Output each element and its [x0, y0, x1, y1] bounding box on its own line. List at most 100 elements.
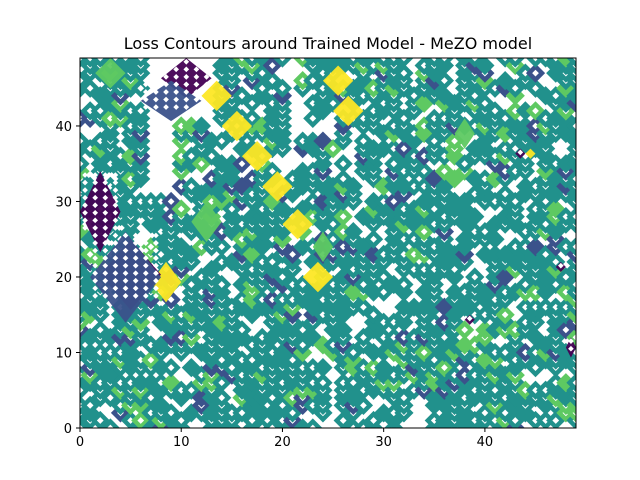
contour-hole-899 — [390, 122, 398, 130]
contour-hole-1431 — [572, 243, 576, 251]
contour-hole-1255 — [511, 198, 519, 205]
contour-region-4 — [221, 110, 253, 142]
contour-hole-238 — [147, 243, 155, 251]
contour-hole-1078 — [451, 266, 458, 273]
contour-hole-1336 — [542, 220, 549, 228]
region-hole — [153, 96, 159, 103]
contour-hole-387 — [218, 394, 226, 402]
region-hole — [173, 66, 179, 73]
region-hole — [82, 217, 88, 224]
contour-hole-1038 — [441, 334, 448, 341]
contour-hole-388 — [218, 379, 226, 387]
contour-hole-397 — [218, 281, 226, 288]
contour-hole-1273 — [522, 318, 529, 326]
contour-hole-248 — [157, 379, 165, 387]
contour-hole-340 — [198, 273, 205, 281]
region-hole — [142, 89, 149, 95]
region-hole — [102, 247, 109, 254]
contour-hole-569 — [268, 77, 276, 85]
contour-hole-931 — [400, 167, 408, 175]
contour-hole-222 — [137, 84, 145, 92]
region-hole — [183, 104, 190, 110]
region-hole — [112, 262, 119, 269]
region-hole — [203, 58, 210, 65]
contour-hole-845 — [370, 107, 377, 115]
region-hole — [102, 270, 109, 277]
contour-hole-977 — [420, 266, 428, 273]
region-hole — [112, 217, 119, 224]
region-hole — [193, 74, 200, 80]
region-hole — [193, 96, 200, 103]
contour-cell-16 — [80, 222, 90, 242]
contour-cell-1196 — [485, 229, 505, 249]
region-hole — [132, 270, 139, 277]
contour-hole-705 — [319, 84, 327, 92]
contour-hole-963 — [410, 92, 418, 100]
contour-hole-1012 — [430, 266, 438, 273]
region-hole — [183, 96, 190, 103]
contour-hole-1167 — [481, 175, 489, 183]
contour-hole-585 — [279, 273, 286, 281]
contour-cell-350 — [191, 116, 212, 136]
contour-hole-291 — [177, 311, 185, 319]
contour-hole-1269 — [522, 386, 529, 394]
contour-hole-263 — [167, 409, 175, 417]
contour-hole-455 — [238, 296, 246, 303]
contour-hole-1230 — [501, 145, 509, 152]
region-hole — [82, 225, 88, 231]
contour-hole-1217 — [501, 311, 509, 319]
region-hole — [82, 179, 88, 186]
contour-cell-1059 — [434, 58, 455, 68]
region-hole — [132, 262, 139, 269]
region-hole — [122, 293, 129, 299]
contour-hole-1320 — [532, 69, 539, 77]
region-hole — [112, 172, 119, 178]
contour-hole-855 — [380, 334, 388, 341]
contour-hole-1102 — [461, 288, 469, 296]
region-hole — [112, 255, 119, 261]
y-tick-label: 40 — [55, 120, 72, 135]
contour-hole-673 — [309, 77, 317, 85]
contour-hole-847 — [370, 84, 377, 92]
contour-hole-1052 — [441, 152, 448, 160]
contour-hole-1265 — [511, 58, 519, 62]
contour-hole-1244 — [511, 356, 519, 364]
contour-hole-1449 — [572, 58, 576, 62]
contour-hole-276 — [167, 258, 175, 266]
contour-hole-827 — [370, 311, 377, 319]
region-hole — [183, 74, 190, 80]
contour-hole-228 — [147, 394, 155, 402]
contour-region-8 — [150, 261, 182, 303]
contour-hole-93 — [96, 58, 104, 62]
contour-hole-940 — [400, 58, 408, 62]
contour-hole-655 — [309, 379, 317, 387]
contour-hole-1006 — [430, 318, 438, 326]
contour-hole-29 — [80, 77, 84, 85]
contour-hole-308 — [187, 386, 195, 394]
contour-hole-1251 — [511, 243, 519, 251]
contour-hole-986 — [420, 167, 428, 175]
contour-hole-969 — [420, 349, 428, 356]
region-hole — [173, 58, 179, 65]
contour-hole-303 — [177, 152, 185, 160]
contour-hole-1111 — [461, 160, 469, 168]
contour-hole-68 — [96, 326, 104, 334]
region-hole — [112, 293, 119, 299]
region-hole — [92, 194, 99, 201]
contour-cell-1156 — [475, 320, 495, 340]
region-hole — [142, 96, 149, 103]
contour-hole-650 — [299, 77, 307, 85]
contour-region-14 — [90, 231, 161, 323]
contour-hole-618 — [289, 296, 296, 303]
contour-cell-3 — [80, 380, 90, 400]
contour-hole-1180 — [491, 417, 499, 424]
contour-hole-545 — [268, 349, 276, 356]
contour-hole-242 — [147, 198, 155, 205]
contour-hole-66 — [96, 349, 104, 356]
contour-cell-92 — [90, 58, 110, 68]
region-hole — [92, 270, 99, 277]
contour-cell-989 — [414, 93, 434, 113]
contour-hole-1417 — [572, 379, 576, 387]
contour-hole-1443 — [572, 122, 576, 130]
contour-hole-1060 — [441, 58, 448, 62]
